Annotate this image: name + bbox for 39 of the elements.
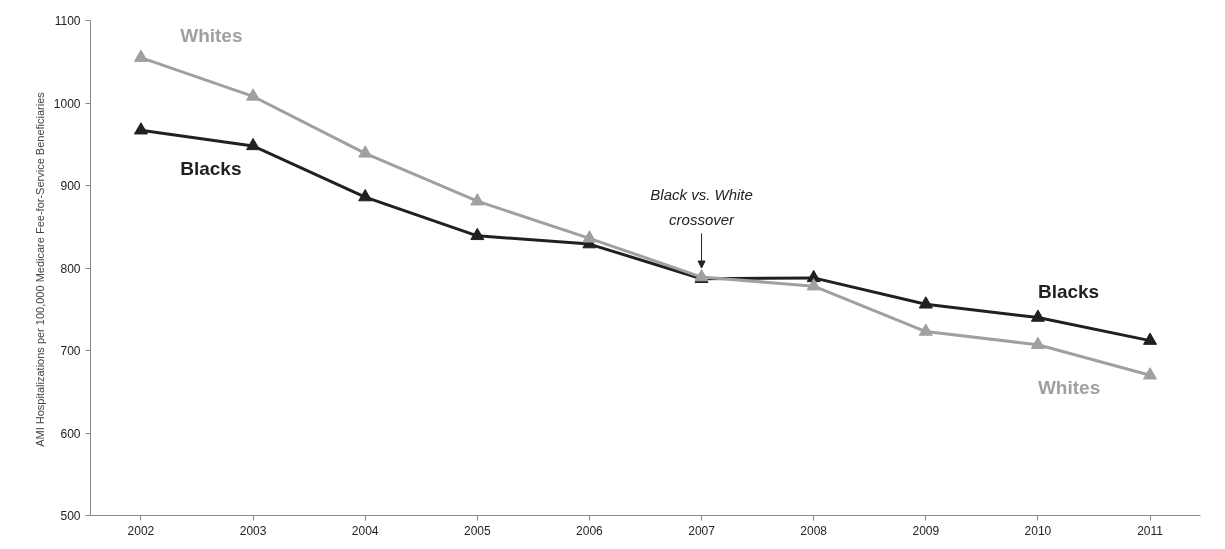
point <box>133 49 148 62</box>
point <box>1143 367 1158 380</box>
x-tick-label: 2007 <box>688 523 716 538</box>
point <box>1030 336 1045 349</box>
text: Whites <box>180 24 243 46</box>
point <box>246 137 261 151</box>
x-tick-label: 2003 <box>239 523 267 538</box>
point <box>358 189 373 202</box>
point <box>133 122 148 135</box>
point <box>358 145 373 158</box>
point <box>1030 309 1045 322</box>
series-label: Blacks <box>1037 280 1100 302</box>
point <box>806 278 821 291</box>
annotation: Black vs. White crossover <box>650 185 753 229</box>
x-tick-label: 2010 <box>1024 523 1052 538</box>
point <box>918 323 933 336</box>
y-axis-title: AMI Hospitalizations per 100,000 Medicare Fee-for-Service Beneficiaries <box>33 91 46 447</box>
series-label: Whites <box>1037 377 1101 399</box>
point <box>246 88 261 101</box>
x-tick-label: 2005 <box>463 523 491 538</box>
y-tick-label: 1000 <box>53 96 81 111</box>
x-tick-label: 2004 <box>351 523 379 538</box>
y-tick-label: 900 <box>60 179 81 193</box>
y-tick-label: 500 <box>60 509 81 523</box>
y-tick-label: 600 <box>60 426 81 441</box>
point <box>1143 332 1158 345</box>
point <box>470 227 485 241</box>
y-tick-label: 800 <box>60 261 81 276</box>
point <box>918 296 933 309</box>
y-tick-label: 700 <box>60 344 81 358</box>
x-tick-label: 2011 <box>1137 523 1164 538</box>
x-tick-label: 2008 <box>800 523 828 538</box>
point <box>582 230 597 243</box>
y-tick-label: 1100 <box>54 14 81 28</box>
x-tick-label: 2006 <box>576 523 604 538</box>
x-tick-label: 2002 <box>127 523 155 538</box>
x-tick-label: 2009 <box>912 523 940 538</box>
point <box>470 193 485 206</box>
text: Blacks <box>180 157 242 179</box>
